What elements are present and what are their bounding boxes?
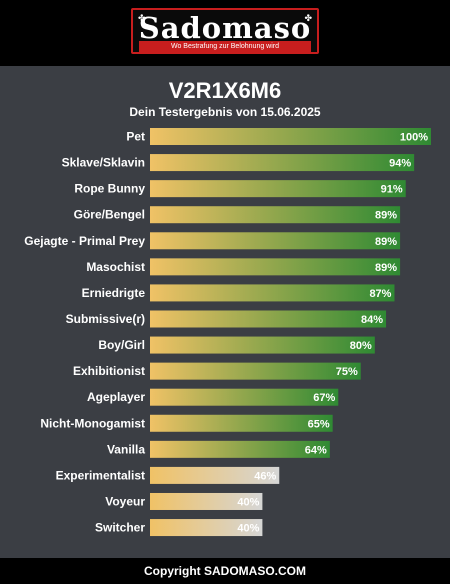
logo-wordmark: Sadomaso — [138, 11, 312, 45]
bar — [150, 440, 330, 458]
category-label: Masochist — [86, 260, 145, 274]
bar — [150, 492, 263, 510]
copyright-text: Copyright SADOMASO.COM — [144, 564, 306, 578]
bar-row: Erniedrigte 87% — [82, 284, 395, 302]
category-label: Pet — [126, 130, 145, 144]
value-label: 80% — [350, 340, 372, 352]
value-label: 89% — [375, 236, 397, 248]
bar-row: Pet 100% — [126, 128, 431, 145]
category-label: Göre/Bengel — [74, 208, 145, 222]
site-header: ✤ ✤ Sadomaso Wo Bestrafung zur Belohnung… — [0, 0, 450, 66]
logo-tagline: Wo Bestrafung zur Belohnung wird — [139, 41, 311, 52]
bar-row: Rope Bunny 91% — [74, 180, 406, 198]
bar-row: Nicht-Monogamist 65% — [40, 414, 333, 432]
category-label: Submissive(r) — [66, 312, 145, 326]
category-label: Exhibitionist — [73, 364, 145, 378]
bar — [150, 206, 401, 224]
category-label: Erniedrigte — [82, 286, 146, 300]
bar-row: Ageplayer 67% — [87, 388, 339, 406]
value-label: 91% — [381, 184, 403, 196]
value-label: 100% — [400, 132, 428, 144]
value-label: 89% — [375, 210, 397, 222]
bar — [150, 180, 406, 198]
bar — [150, 466, 280, 484]
category-label: Nicht-Monogamist — [40, 416, 145, 430]
bar — [150, 232, 401, 250]
bar — [150, 519, 263, 537]
value-label: 75% — [336, 366, 358, 378]
category-label: Vanilla — [107, 442, 145, 456]
value-label: 40% — [237, 523, 259, 535]
value-label: 94% — [389, 158, 411, 170]
bar — [150, 310, 387, 328]
value-label: 89% — [375, 262, 397, 274]
bar-row: Voyeur 40% — [105, 492, 263, 510]
bar-row: Exhibitionist 75% — [73, 362, 361, 380]
logo-ornament-left-icon: ✤ — [138, 13, 146, 23]
value-label: 67% — [313, 392, 335, 404]
bar — [150, 284, 395, 302]
bar-row: Switcher 40% — [95, 519, 263, 537]
value-label: 64% — [305, 444, 327, 456]
bar-row: Experimentalist 46% — [56, 466, 280, 484]
category-label: Voyeur — [105, 494, 145, 508]
category-label: Boy/Girl — [98, 338, 145, 352]
value-label: 84% — [361, 314, 383, 326]
bar-row: Boy/Girl 80% — [98, 336, 375, 354]
logo-ornament-right-icon: ✤ — [304, 13, 312, 23]
result-code: V2R1X6M6 — [168, 78, 282, 103]
bar-row: Sklave/Sklavin 94% — [62, 154, 415, 172]
site-logo[interactable]: ✤ ✤ Sadomaso Wo Bestrafung zur Belohnung… — [131, 8, 319, 54]
result-subtitle: Dein Testergebnis von 15.06.2025 — [129, 105, 321, 119]
bar-row: Submissive(r) 84% — [66, 310, 387, 328]
category-label: Experimentalist — [56, 468, 145, 482]
bar — [150, 154, 415, 172]
site-footer: Copyright SADOMASO.COM — [0, 558, 450, 584]
bar-row: Masochist 89% — [86, 258, 401, 276]
bar-row: Vanilla 64% — [107, 440, 330, 458]
category-label: Sklave/Sklavin — [62, 156, 145, 170]
bar-row: Gejagte - Primal Prey 89% — [24, 232, 401, 250]
bar — [150, 388, 339, 406]
category-label: Gejagte - Primal Prey — [24, 234, 145, 248]
value-label: 65% — [308, 418, 330, 430]
value-label: 46% — [254, 470, 276, 482]
bar-row: Göre/Bengel 89% — [74, 206, 401, 224]
value-label: 40% — [237, 496, 259, 508]
bar — [150, 414, 333, 432]
value-label: 87% — [369, 288, 391, 300]
category-label: Rope Bunny — [74, 182, 145, 196]
bar — [150, 258, 401, 276]
bar — [150, 128, 431, 145]
bar — [150, 362, 361, 380]
bar — [150, 336, 375, 354]
category-label: Ageplayer — [87, 390, 145, 404]
category-label: Switcher — [95, 521, 145, 535]
